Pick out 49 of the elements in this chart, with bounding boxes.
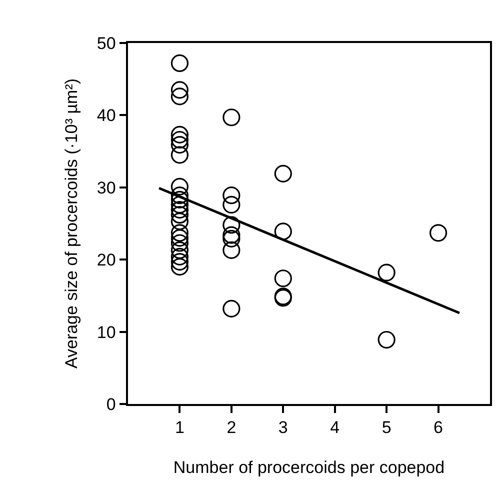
point — [222, 226, 240, 244]
point — [222, 186, 240, 204]
point — [170, 212, 189, 230]
point — [170, 146, 189, 164]
point — [170, 130, 189, 149]
point — [170, 224, 189, 242]
point — [170, 88, 189, 106]
point — [170, 200, 189, 219]
x-tick-label: 4 — [330, 418, 340, 438]
point — [429, 224, 448, 242]
point — [170, 229, 189, 247]
y-tick-label: 10 — [96, 322, 116, 342]
x-tick-label: 1 — [174, 418, 184, 438]
point — [170, 54, 189, 72]
y-tick-label: 20 — [96, 250, 116, 270]
point — [170, 248, 189, 266]
point — [170, 81, 189, 99]
point — [274, 222, 292, 240]
point — [222, 241, 240, 260]
point — [170, 178, 189, 196]
point — [222, 196, 240, 214]
x-tick-label: 6 — [434, 418, 444, 438]
x-tick-label: 3 — [278, 418, 288, 438]
point — [170, 136, 189, 154]
x-tick-label: 5 — [382, 418, 392, 438]
x-tick-label: 2 — [226, 418, 236, 438]
point — [170, 190, 189, 208]
point — [378, 264, 396, 282]
x-axis-title: Number of procercoids per copepod — [173, 458, 445, 478]
point — [170, 234, 189, 252]
y-axis-title: Average size of procercoids (·10³ µm²) — [62, 78, 81, 369]
point — [274, 270, 292, 288]
point — [222, 108, 240, 126]
y-tick-label: 30 — [96, 178, 116, 198]
point — [274, 164, 292, 182]
point — [378, 330, 396, 349]
point — [170, 186, 189, 204]
y-tick-label: 50 — [96, 34, 116, 53]
point — [170, 126, 189, 144]
y-tick-label: 40 — [96, 106, 116, 126]
point — [170, 258, 189, 276]
point — [170, 206, 189, 224]
y-tick-label: 0 — [106, 394, 116, 414]
point — [222, 216, 240, 234]
point — [170, 252, 189, 271]
point — [222, 230, 240, 248]
point — [170, 196, 189, 214]
point — [170, 241, 189, 260]
point — [222, 300, 240, 318]
